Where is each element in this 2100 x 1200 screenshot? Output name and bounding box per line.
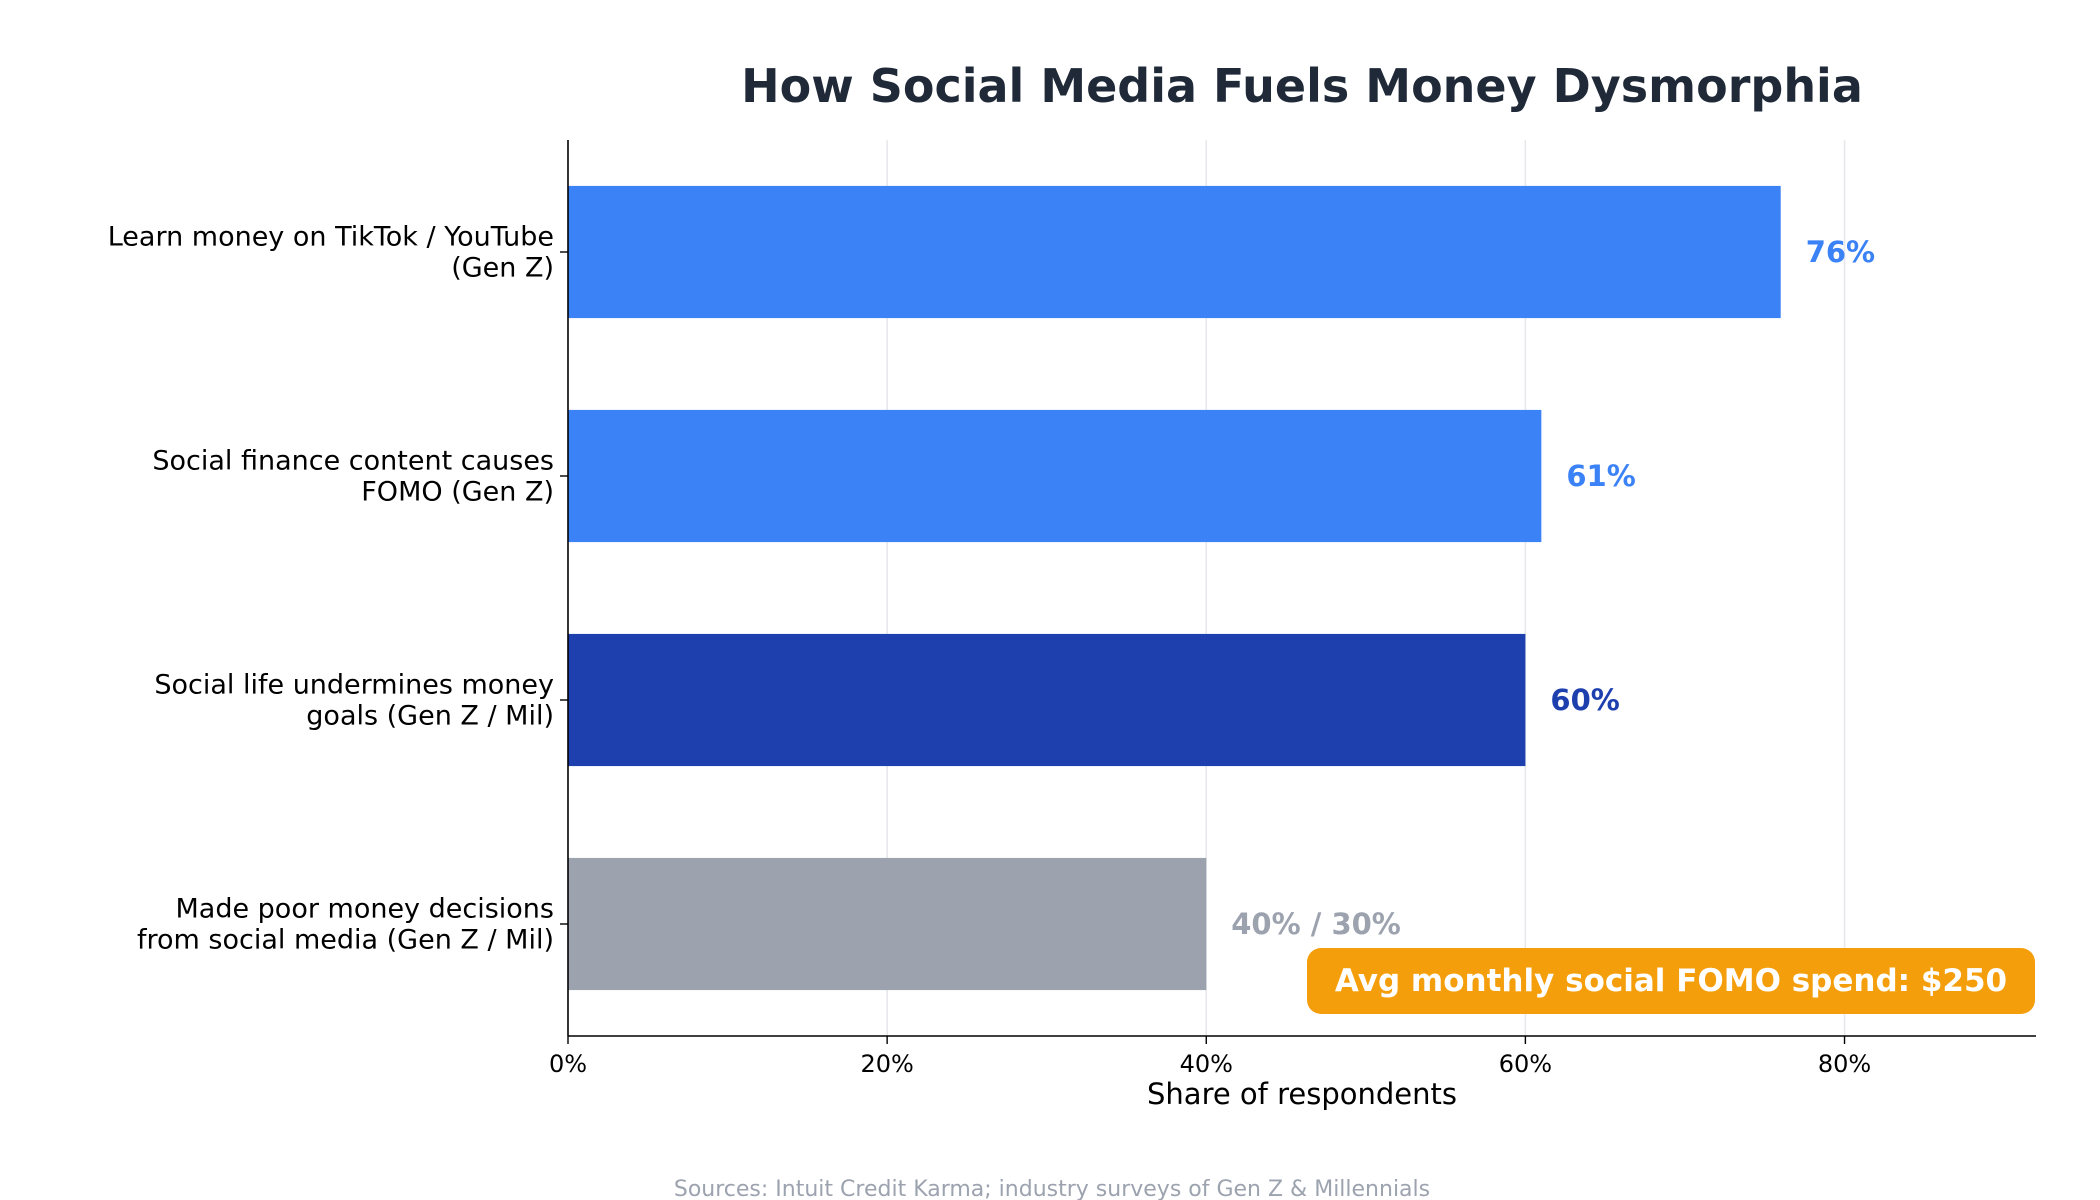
labels: 0% 20% 40% 60% 80% Learn money on TikTok / Yo… <box>108 222 1875 1079</box>
x-tick-label: 80% <box>1818 1050 1871 1078</box>
callout-text: Avg monthly social FOMO spend: $250 <box>1335 963 2007 999</box>
x-axis-label: Share of respondents <box>1147 1077 1457 1111</box>
bar <box>568 409 1542 543</box>
bars <box>568 185 1781 991</box>
category-label: Social finance content causes <box>152 446 554 477</box>
value-label: 60% <box>1550 683 1619 717</box>
category-label: Learn money on TikTok / YouTube <box>108 222 554 253</box>
value-label: 76% <box>1806 235 1875 269</box>
axes <box>560 140 2036 1044</box>
x-tick-label: 60% <box>1499 1050 1552 1078</box>
category-label: Made poor money decisions <box>175 894 554 925</box>
x-tick-label: 0% <box>549 1050 587 1078</box>
category-label: goals (Gen Z / Mil) <box>306 701 554 732</box>
x-tick-label: 20% <box>860 1050 913 1078</box>
x-tick-label: 40% <box>1180 1050 1233 1078</box>
bar <box>568 633 1526 767</box>
callout-box <box>1307 948 2035 1014</box>
bar <box>568 857 1207 991</box>
callout-badge: Avg monthly social FOMO spend: $250 <box>1307 948 2035 1014</box>
value-label: 61% <box>1566 459 1635 493</box>
value-label: 40% / 30% <box>1231 907 1401 941</box>
bar <box>568 185 1781 319</box>
source-note: Sources: Intuit Credit Karma; industry s… <box>674 1177 1430 1200</box>
category-label: FOMO (Gen Z) <box>361 477 554 508</box>
category-label: (Gen Z) <box>451 253 554 284</box>
chart-title: How Social Media Fuels Money Dysmorphia <box>741 59 1863 113</box>
category-label: Social life undermines money <box>154 670 554 701</box>
category-label: from social media (Gen Z / Mil) <box>137 925 554 956</box>
